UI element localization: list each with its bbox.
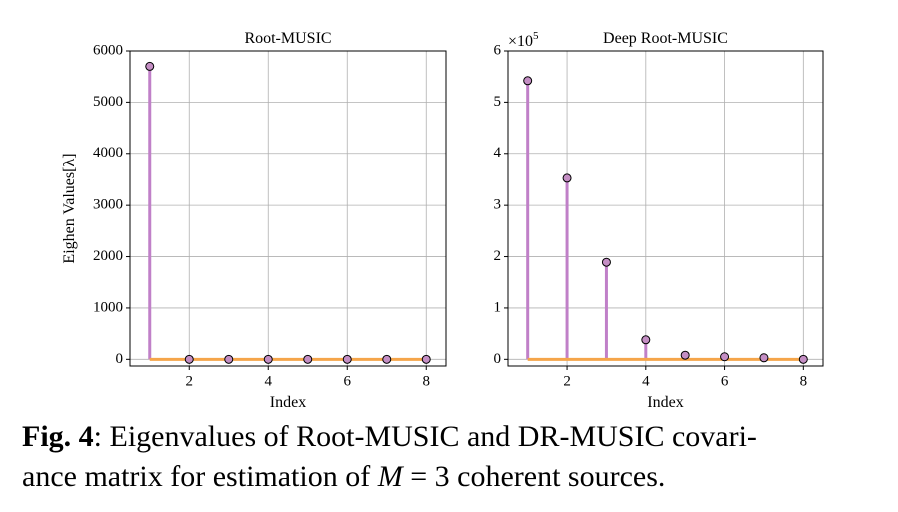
- y-tick-label: 0: [116, 351, 124, 367]
- x-tick-label: 6: [721, 373, 729, 389]
- y-tick-label: 4000: [93, 145, 123, 161]
- caption-text: = 3 coherent sources.: [403, 460, 666, 493]
- multiplier-exponent: 5: [533, 30, 539, 42]
- x-tick-label: 2: [563, 373, 571, 389]
- marker: [798, 354, 808, 364]
- y-tick-label: 3000: [93, 197, 123, 213]
- y-axis-label: Eighen Values[λ]: [61, 153, 78, 263]
- x-tick-label: 2: [186, 373, 194, 389]
- marker: [562, 173, 572, 183]
- x-tick-label: 4: [642, 373, 650, 389]
- caption-line-1: Fig. 4: Eigenvalues of Root-MUSIC and DR…: [22, 420, 757, 453]
- x-tick-label: 8: [423, 373, 431, 389]
- marker: [263, 354, 273, 364]
- marker: [382, 354, 392, 364]
- marker: [680, 350, 690, 360]
- plot-frame: [507, 50, 824, 367]
- caption-text: : Eigenvalues of Root-MUSIC and DR-MUSIC…: [94, 420, 757, 453]
- x-axis-label: Index: [270, 394, 306, 411]
- marker: [421, 354, 431, 364]
- chart-title: Root-MUSIC: [244, 30, 331, 47]
- y-tick-label: 1000: [93, 299, 123, 315]
- y-tick-label: 0: [494, 351, 502, 367]
- plot-frame: [129, 50, 447, 367]
- marker: [720, 352, 730, 362]
- axis-multiplier: ×105: [508, 30, 539, 50]
- y-tick-label: 1: [494, 299, 502, 315]
- x-tick-label: 6: [344, 373, 352, 389]
- marker: [303, 354, 313, 364]
- marker: [523, 76, 533, 86]
- x-tick-label: 4: [265, 373, 273, 389]
- x-axis-label: Index: [647, 394, 683, 411]
- marker: [759, 353, 769, 363]
- y-tick-label: 5000: [93, 94, 123, 110]
- marker: [601, 257, 611, 267]
- marker: [184, 354, 194, 364]
- y-tick-label: 6000: [93, 42, 123, 58]
- caption-text: ance matrix for estimation of: [22, 460, 378, 493]
- marker: [145, 61, 155, 71]
- y-tick-label: 2000: [93, 248, 123, 264]
- marker: [224, 354, 234, 364]
- multiplier-base: ×10: [508, 33, 533, 50]
- x-tick-label: 8: [800, 373, 808, 389]
- caption-label: Fig. 4: [22, 420, 94, 453]
- chart-title: Deep Root-MUSIC: [603, 30, 728, 47]
- y-tick-label: 5: [494, 94, 502, 110]
- marker: [342, 354, 352, 364]
- math-variable: M: [377, 460, 405, 493]
- caption-line-2: ance matrix for estimation of M = 3 cohe…: [22, 460, 665, 493]
- y-tick-label: 4: [494, 145, 502, 161]
- y-tick-label: 3: [494, 197, 502, 213]
- y-tick-label: 6: [494, 42, 502, 58]
- y-tick-label: 2: [494, 248, 502, 264]
- marker: [641, 335, 651, 345]
